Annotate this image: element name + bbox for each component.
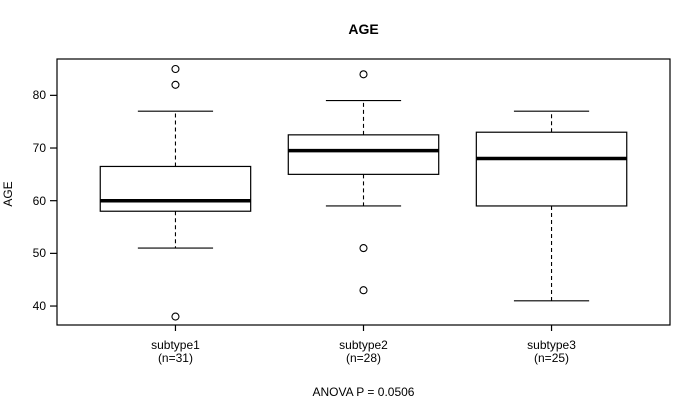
group-count: (n=28) (345, 351, 382, 365)
y-tick-label: 70 (32, 141, 46, 156)
y-tick-label: 40 (32, 299, 46, 314)
iqr-box (475, 131, 628, 207)
outlier-point (171, 80, 180, 89)
outlier-point (359, 70, 368, 79)
chart-title: AGE (348, 21, 379, 37)
group-name: subtype3 (527, 338, 576, 352)
anova-annotation: ANOVA P = 0.0506 (312, 385, 415, 399)
group-count: (n=25) (534, 351, 570, 365)
x-group-label: subtype2 (n=28) (284, 339, 444, 365)
outlier-point (359, 244, 368, 253)
outlier-point (359, 286, 368, 295)
y-tick-label: 50 (32, 246, 46, 261)
group-name: subtype1 (151, 338, 200, 352)
iqr-box (99, 165, 252, 212)
outlier-point (171, 312, 180, 321)
outlier-point (171, 64, 180, 74)
x-group-label: subtype1 (n=31) (95, 339, 255, 365)
y-tick-label: 60 (32, 193, 46, 208)
y-tick-label: 80 (32, 88, 46, 103)
group-count: (n=31) (157, 351, 193, 365)
group-name: subtype2 (339, 338, 388, 352)
x-group-label: subtype3 (n=25) (472, 339, 632, 365)
iqr-box (287, 134, 440, 175)
